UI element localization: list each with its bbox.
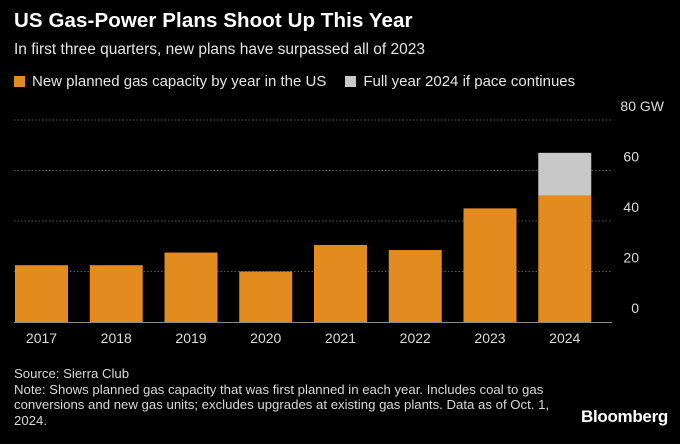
y-tick-label-0: 0 — [631, 300, 639, 316]
legend: New planned gas capacity by year in the … — [14, 73, 594, 90]
x-tick-label-2022: 2022 — [400, 330, 431, 346]
bar-planned-2023 — [463, 208, 517, 322]
x-tick-label-2024: 2024 — [549, 330, 580, 346]
bar-planned-2022 — [388, 250, 442, 322]
legend-label-planned: New planned gas capacity by year in the … — [32, 73, 327, 90]
y-tick-label-60: 60 — [623, 149, 639, 165]
legend-item-planned: New planned gas capacity by year in the … — [14, 73, 326, 90]
x-tick-label-2018: 2018 — [101, 330, 132, 346]
x-tick-label-2023: 2023 — [474, 330, 505, 346]
bar-planned-2020 — [239, 271, 293, 322]
x-tick-label-2019: 2019 — [175, 330, 206, 346]
bar-planned-2019 — [164, 252, 218, 322]
methodology-note: Note: Shows planned gas capacity that wa… — [14, 381, 550, 428]
y-tick-label-40: 40 — [623, 199, 639, 215]
source-note: Source: Sierra Club — [14, 366, 130, 381]
x-tick-label-2020: 2020 — [250, 330, 281, 346]
bloomberg-logo: Bloomberg — [580, 407, 668, 426]
x-tick-label-2017: 2017 — [26, 330, 57, 346]
legend-item-projected: Full year 2024 if pace continues — [345, 73, 575, 90]
bar-projected-2024 — [538, 152, 592, 196]
legend-swatch-planned — [14, 76, 25, 87]
bar-planned-2021 — [314, 244, 367, 322]
bar-planned-2018 — [89, 265, 143, 322]
x-tick-label-2021: 2021 — [325, 330, 356, 346]
legend-label-projected: Full year 2024 if pace continues — [363, 73, 576, 90]
y-tick-label-20: 20 — [623, 250, 639, 266]
y-tick-label-80: 80 GW — [620, 98, 664, 114]
footnote: Source: Sierra Club Note: Shows planned … — [14, 366, 554, 428]
legend-swatch-projected — [345, 76, 357, 87]
bar-planned-2024 — [538, 195, 592, 322]
chart-title: US Gas-Power Plans Shoot Up This Year — [14, 9, 413, 32]
chart-subtitle: In first three quarters, new plans have … — [14, 41, 425, 58]
bar-planned-2017 — [15, 265, 68, 322]
